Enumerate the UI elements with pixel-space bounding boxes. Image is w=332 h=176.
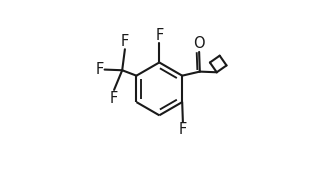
Text: F: F <box>95 62 104 77</box>
Text: F: F <box>179 122 187 137</box>
Text: O: O <box>193 36 205 51</box>
Text: F: F <box>121 34 129 49</box>
Text: F: F <box>155 28 163 43</box>
Text: F: F <box>110 91 118 106</box>
